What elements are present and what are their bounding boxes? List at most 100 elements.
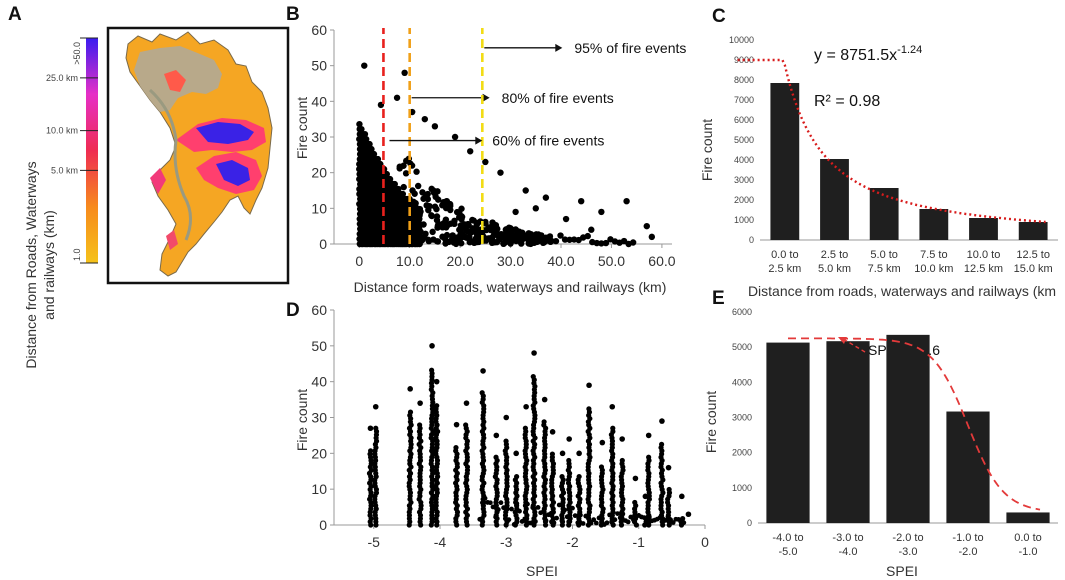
scatter-point [679, 493, 685, 500]
x-tick-line: 0.0 to [1014, 532, 1042, 544]
x-tick-label-40.0: 40.0 [547, 253, 574, 269]
x-tick-line: -4.0 [839, 546, 858, 558]
scatter-point [604, 520, 610, 526]
y-tick-label-30: 30 [311, 129, 327, 145]
bar-1 [826, 341, 870, 523]
scatter-point [559, 518, 565, 524]
scatter-point [401, 195, 408, 203]
scatter-point [530, 505, 536, 510]
scatter-point [541, 396, 548, 403]
x-tick-line: 12.5 km [964, 263, 1003, 275]
scatter-point [416, 212, 423, 219]
scatter-point [646, 454, 652, 460]
scatter-point [620, 237, 628, 245]
scatter-point [508, 226, 516, 233]
scatter-point [410, 233, 417, 240]
x-tick-line: 12.5 to [1016, 249, 1050, 261]
scatter-point [432, 193, 439, 201]
scatter-point [429, 228, 436, 236]
legend-title-line2: and railways (km) [41, 210, 57, 320]
scatter-point [619, 436, 625, 442]
map-far-zone-1 [196, 122, 254, 144]
y-tick-label-20: 20 [311, 445, 327, 461]
x-tick-line: -4.0 to [772, 532, 803, 544]
scatter-point [522, 425, 528, 431]
y-tick-label-3000: 3000 [734, 175, 754, 185]
panel-b-ylabel: Fire count [294, 97, 310, 159]
scatter-point [433, 205, 440, 213]
y-tick-label-30: 30 [311, 410, 327, 426]
scatter-point [531, 350, 537, 356]
scatter-point [586, 515, 591, 520]
scatter-point [409, 187, 416, 194]
annotation-arrowhead-2 [555, 43, 563, 52]
bar-2 [869, 188, 899, 240]
legend-tick-label-0: >50.0 [72, 42, 82, 65]
scatter-point [493, 229, 500, 236]
scatter-point [576, 450, 582, 457]
scatter-point [458, 240, 465, 247]
scatter-point [420, 221, 427, 228]
scatter-point [666, 486, 672, 493]
scatter-point [447, 206, 454, 214]
x-tick-label-4: 10.0 to 12.5 km [964, 249, 1003, 275]
x-tick-label-3: 7.5 to 10.0 km [914, 249, 953, 275]
scatter-point [412, 207, 419, 214]
legend-tick-label-2: 10.0 km [46, 126, 78, 136]
panel-d-plot: 0 10 20 30 40 50 60 -5 -4 -3 -2 -1 0 [311, 302, 709, 550]
map-region [125, 31, 273, 277]
panel-c-plot: 0100020003000400050006000700080009000100… [729, 35, 1058, 275]
scatter-point [520, 234, 528, 241]
panel-c-r2: R² = 0.98 [814, 93, 880, 110]
x-tick-line: -3.0 [899, 546, 918, 558]
scatter-point [517, 508, 522, 514]
scatter-point [527, 520, 533, 526]
x-tick-label-2: 5.0 to 7.5 km [868, 249, 901, 275]
scatter-point [453, 445, 459, 451]
x-tick-label--3: -3 [500, 534, 513, 550]
scatter-point [577, 198, 585, 205]
scatter-point [612, 517, 618, 523]
y-tick-label-60: 60 [311, 302, 327, 318]
legend-colorbar [86, 38, 98, 263]
panel-d: D Fire count SPEI 0 10 20 30 40 50 60 -5 -4 -3 -2 -… [286, 300, 709, 579]
y-tick-label-50: 50 [311, 58, 327, 74]
y-tick-label-0: 0 [319, 517, 327, 533]
x-tick-label-1: 2.5 to 5.0 km [818, 249, 851, 275]
scatter-point [414, 182, 422, 190]
scatter-point [466, 236, 473, 244]
map-mid-zone-5 [166, 230, 178, 250]
scatter-point [513, 450, 519, 457]
y-tick-label-10: 10 [311, 481, 327, 497]
scatter-point [598, 240, 605, 247]
panel-label-a: A [8, 4, 22, 25]
scatter-point [366, 140, 373, 148]
bar-0 [766, 342, 810, 523]
panel-e: E Fire count SPEI SPEI < -2.6 0100020003… [703, 288, 1058, 579]
scatter-point [463, 400, 470, 406]
x-tick-label-60.0: 60.0 [648, 253, 675, 269]
scatter-point [374, 155, 382, 163]
y-tick-label-3000: 3000 [732, 413, 752, 423]
scatter-point [440, 199, 447, 206]
scatter-point [362, 135, 370, 143]
panel-c-xlabel: Distance from roads, waterways and railw… [748, 283, 1056, 299]
y-tick-label-0: 0 [749, 235, 754, 245]
scatter-point [593, 239, 601, 247]
panel-b-plot: 0 10 20 30 40 50 60 0 10.0 20.0 30.0 40.0 50.0 60.0 80… [311, 22, 686, 269]
scatter-point [458, 213, 465, 220]
bar-5 [1018, 222, 1048, 240]
scatter-point [461, 233, 469, 240]
scatter-point [503, 438, 509, 444]
scatter-point [429, 343, 435, 349]
bar-4 [1006, 512, 1050, 523]
scatter-point [533, 519, 538, 524]
x-tick-line: 5.0 to [870, 249, 898, 261]
scatter-point [475, 229, 483, 237]
y-tick-label-6000: 6000 [732, 307, 752, 317]
scatter-point [441, 220, 449, 228]
scatter-point [434, 403, 440, 409]
scatter-point [610, 425, 616, 431]
scatter-point [503, 226, 511, 233]
scatter-point [452, 237, 460, 245]
